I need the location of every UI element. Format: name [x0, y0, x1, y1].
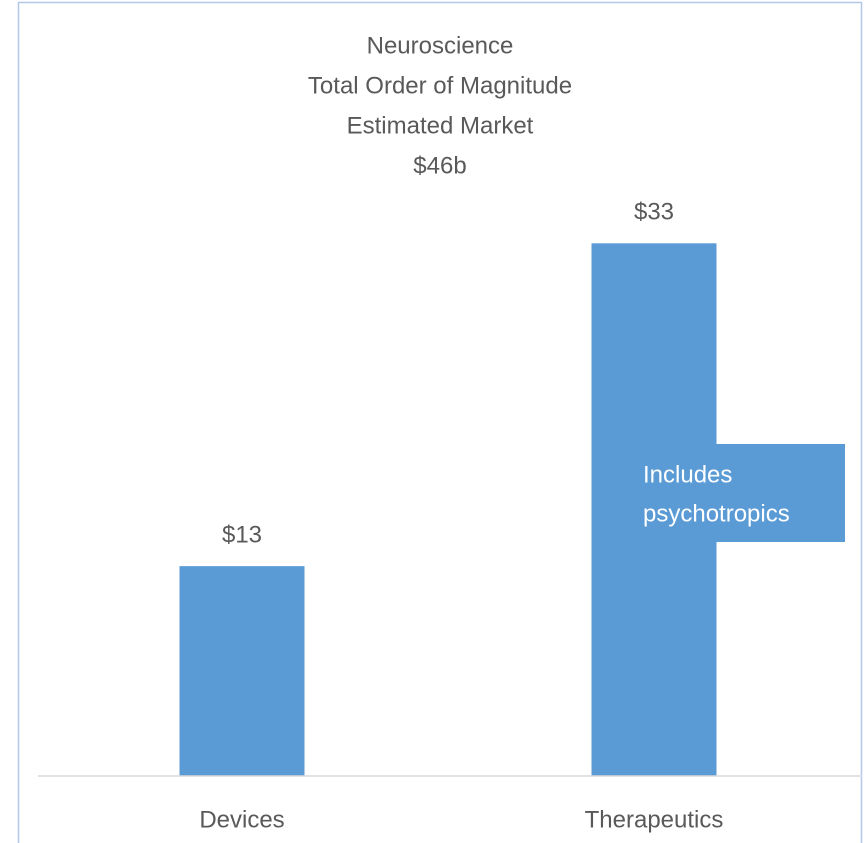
annotation: Includes: [643, 461, 732, 488]
bar: [179, 566, 305, 776]
chart-title: Estimated Market: [347, 112, 534, 139]
annotation-box: [640, 444, 845, 542]
chart-title: Total Order of Magnitude: [308, 72, 572, 99]
data-label: $33: [634, 199, 674, 226]
x-tick-label: Therapeutics: [585, 806, 724, 833]
chart-title: Neuroscience: [367, 32, 514, 59]
chart-title: $46b: [413, 152, 466, 179]
chart-frame: [17, 1, 863, 843]
data-label: $13: [222, 521, 262, 548]
x-tick-label: Devices: [199, 806, 284, 833]
annotation: psychotropics: [643, 500, 790, 527]
